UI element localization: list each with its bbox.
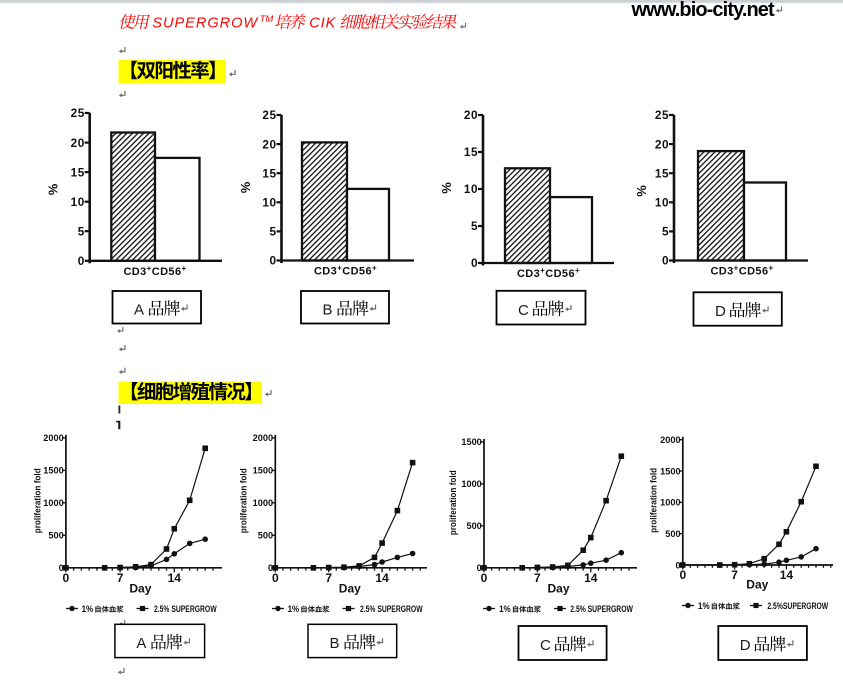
svg-text:0: 0	[268, 563, 273, 573]
svg-text:25: 25	[71, 106, 85, 120]
svg-text:Day: Day	[746, 578, 768, 592]
svg-text:Day: Day	[547, 582, 569, 596]
svg-text:1000: 1000	[43, 498, 63, 508]
svg-text:7: 7	[117, 571, 124, 585]
svg-text:1000: 1000	[660, 498, 680, 508]
svg-text:0: 0	[272, 571, 279, 585]
svg-text:%: %	[238, 181, 253, 193]
svg-text:CIK: CIK	[309, 16, 336, 32]
svg-text:1500: 1500	[43, 466, 63, 476]
svg-text:5: 5	[662, 225, 669, 239]
svg-text:C: C	[518, 302, 529, 319]
svg-text:A: A	[134, 301, 144, 318]
svg-text:1500: 1500	[253, 466, 273, 476]
svg-text:1000: 1000	[461, 479, 481, 489]
svg-text:14: 14	[584, 571, 598, 585]
svg-text:14: 14	[375, 571, 389, 585]
svg-text:0: 0	[63, 571, 70, 585]
svg-text:A: A	[136, 635, 146, 652]
svg-text:14: 14	[168, 571, 182, 585]
svg-text:20: 20	[655, 137, 669, 151]
svg-text:15: 15	[655, 166, 669, 180]
svg-text:500: 500	[466, 521, 481, 531]
svg-text:proliferation fold: proliferation fold	[32, 468, 42, 533]
svg-text:2.5% SUPERGROW: 2.5% SUPERGROW	[154, 604, 217, 614]
svg-text:15: 15	[262, 166, 276, 180]
svg-text:proliferation fold: proliferation fold	[649, 468, 659, 533]
svg-text:B: B	[323, 301, 333, 318]
svg-text:Day: Day	[339, 582, 361, 596]
svg-text:7: 7	[731, 568, 738, 582]
svg-text:25: 25	[655, 108, 669, 122]
svg-text:15: 15	[464, 145, 478, 159]
svg-text:CD3+CD56+: CD3+CD56+	[123, 264, 186, 278]
svg-text:D: D	[740, 637, 751, 654]
svg-text:1%: 1%	[698, 601, 710, 611]
svg-text:%: %	[46, 183, 61, 195]
svg-text:20: 20	[464, 108, 478, 122]
svg-text:0: 0	[481, 571, 488, 585]
svg-text:SUPERGROW: SUPERGROW	[152, 16, 258, 32]
svg-text:D: D	[715, 303, 726, 320]
svg-text:15: 15	[71, 165, 85, 179]
svg-text:0: 0	[662, 254, 669, 268]
svg-text:2000: 2000	[43, 433, 63, 443]
svg-text:C: C	[540, 637, 551, 654]
svg-text:5: 5	[270, 225, 277, 239]
svg-text:0: 0	[78, 254, 85, 268]
svg-text:10: 10	[71, 195, 85, 209]
svg-text:2000: 2000	[253, 433, 273, 443]
svg-text:1%: 1%	[288, 604, 300, 614]
svg-text:CD3+CD56+: CD3+CD56+	[314, 264, 377, 278]
svg-text:B: B	[330, 635, 340, 652]
svg-text:7: 7	[534, 571, 541, 585]
svg-text:10: 10	[655, 196, 669, 210]
svg-text:CD3+CD56+: CD3+CD56+	[710, 264, 773, 278]
svg-text:25: 25	[262, 108, 276, 122]
svg-text:1%: 1%	[499, 604, 511, 614]
svg-text:2.5%SUPERGROW: 2.5%SUPERGROW	[767, 601, 828, 611]
svg-text:%: %	[634, 185, 649, 197]
svg-text:0: 0	[471, 256, 478, 270]
svg-text:2.5% SUPERGROW: 2.5% SUPERGROW	[360, 604, 423, 614]
svg-text:14: 14	[780, 568, 794, 582]
svg-text:1%: 1%	[82, 604, 94, 614]
svg-text:20: 20	[71, 136, 85, 150]
svg-text:CD3+CD56+: CD3+CD56+	[517, 266, 580, 280]
svg-text:Day: Day	[129, 582, 151, 596]
svg-text:1500: 1500	[461, 437, 481, 447]
svg-text:TM: TM	[260, 14, 274, 25]
svg-text:proliferation fold: proliferation fold	[239, 468, 249, 533]
svg-text:500: 500	[258, 531, 273, 541]
svg-text:proliferation fold: proliferation fold	[448, 470, 458, 535]
svg-text:5: 5	[78, 224, 85, 238]
svg-text:10: 10	[464, 182, 478, 196]
svg-text:7: 7	[325, 571, 332, 585]
svg-text:500: 500	[48, 531, 63, 541]
svg-text:0: 0	[59, 563, 64, 573]
svg-text:0: 0	[270, 254, 277, 268]
svg-text:20: 20	[262, 137, 276, 151]
svg-text:0: 0	[675, 560, 680, 570]
svg-text:%: %	[439, 182, 454, 194]
svg-text:5: 5	[471, 219, 478, 233]
svg-text:500: 500	[665, 529, 680, 539]
svg-text:0: 0	[679, 568, 686, 582]
svg-text:2000: 2000	[660, 435, 680, 445]
svg-text:10: 10	[262, 196, 276, 210]
svg-text:1500: 1500	[660, 466, 680, 476]
svg-text:www.bio-city.net: www.bio-city.net	[631, 0, 776, 21]
svg-text:0: 0	[477, 563, 482, 573]
svg-text:2.5% SUPERGROW: 2.5% SUPERGROW	[570, 604, 633, 614]
svg-text:1000: 1000	[253, 498, 273, 508]
